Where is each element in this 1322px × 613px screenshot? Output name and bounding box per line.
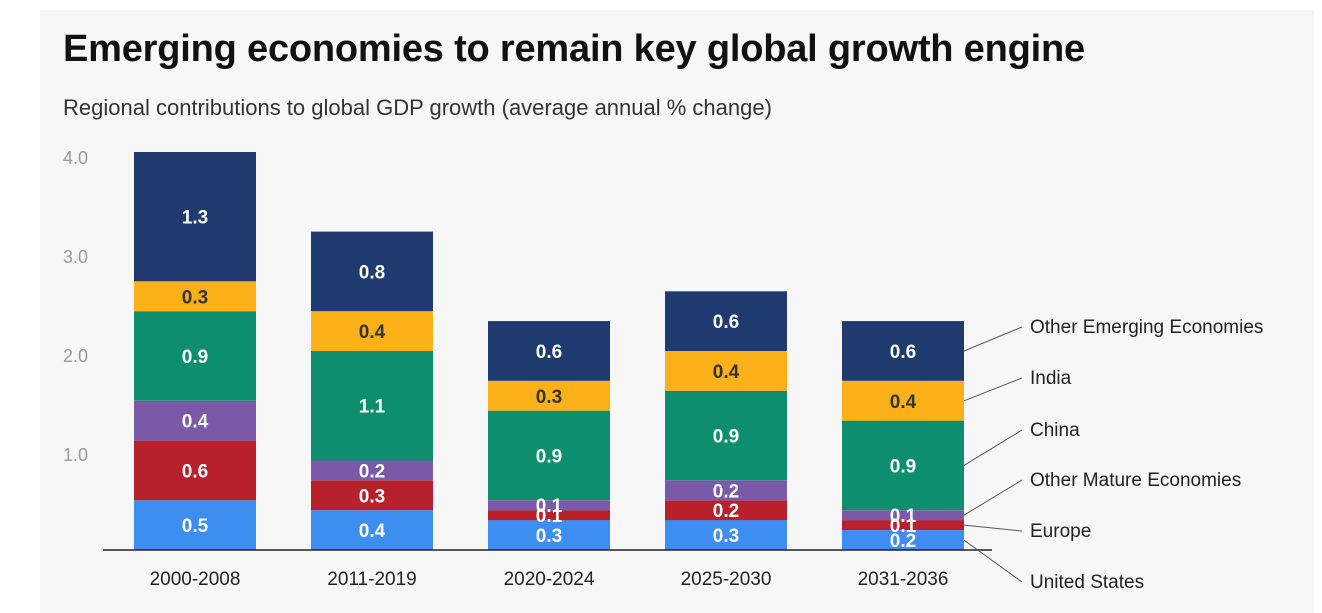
legend-label-united-states: United States <box>1030 572 1144 593</box>
data-label-europe: 0.1 <box>536 506 563 527</box>
bar-segment-europe <box>488 510 610 521</box>
data-label-other-emerging-economies: 0.6 <box>713 312 739 333</box>
data-label-europe: 0.6 <box>182 461 208 482</box>
bar-segment-other-mature-economies <box>665 480 787 501</box>
legend-leader-line <box>963 429 1023 466</box>
data-label-other-emerging-economies: 0.8 <box>359 262 385 283</box>
x-tick-label: 2020-2024 <box>504 569 595 590</box>
bar-segment-other-mature-economies <box>134 400 256 441</box>
data-label-other-emerging-economies: 0.6 <box>536 342 562 363</box>
bar-segment-united-states <box>134 500 256 551</box>
data-label-china: 0.9 <box>890 456 916 477</box>
data-label-china: 1.1 <box>359 397 386 418</box>
data-label-europe: 0.2 <box>713 501 739 522</box>
data-label-china: 0.9 <box>182 347 208 368</box>
data-label-united-states: 0.5 <box>182 516 209 537</box>
legend-leader-line <box>963 326 1023 352</box>
data-label-united-states: 0.2 <box>890 531 916 552</box>
chart-title: Emerging economies to remain key global … <box>63 28 1085 70</box>
bar-segment-other-emerging-economies <box>488 321 610 381</box>
data-label-other-emerging-economies: 1.3 <box>182 208 208 229</box>
data-label-united-states: 0.3 <box>713 526 739 547</box>
bar-segment-united-states <box>311 510 433 550</box>
bar-segment-other-mature-economies <box>488 500 610 511</box>
bar-segment-europe <box>842 520 964 531</box>
legend-label-india: India <box>1030 368 1072 389</box>
bar-segment-united-states <box>842 530 964 550</box>
y-tick-label: 3.0 <box>63 247 88 267</box>
data-label-china: 0.9 <box>536 447 562 468</box>
bar-segment-china <box>134 311 256 401</box>
bar-segment-other-emerging-economies <box>134 152 256 282</box>
legend-leader-line <box>963 377 1023 402</box>
bar-segment-china <box>311 351 433 461</box>
data-label-india: 0.3 <box>536 387 562 408</box>
bar-segment-india <box>665 351 787 391</box>
bar-segment-china <box>488 410 610 501</box>
legend-label-other-mature-economies: Other Mature Economies <box>1030 470 1241 491</box>
data-label-china: 0.9 <box>713 427 739 448</box>
data-label-india: 0.4 <box>359 322 386 343</box>
bar-segment-united-states <box>665 520 787 550</box>
data-label-india: 0.4 <box>713 362 740 383</box>
data-label-united-states: 0.3 <box>536 526 562 547</box>
bar-segment-china <box>665 390 787 481</box>
bar-segment-other-mature-economies <box>842 510 964 521</box>
data-label-united-states: 0.4 <box>359 521 386 542</box>
bar-segment-india <box>842 380 964 421</box>
bar-segment-other-emerging-economies <box>311 231 433 312</box>
bar-segment-other-mature-economies <box>311 460 433 481</box>
bar-segment-india <box>488 380 610 411</box>
bar-segment-europe <box>665 500 787 521</box>
bar-segment-europe <box>311 480 433 511</box>
x-tick-label: 2000-2008 <box>150 569 241 590</box>
data-label-india: 0.3 <box>182 287 208 308</box>
legend-label-other-emerging-economies: Other Emerging Economies <box>1030 317 1263 338</box>
legend-leader-line <box>963 539 1023 583</box>
x-tick-label: 2011-2019 <box>327 569 416 590</box>
data-label-europe: 0.1 <box>890 516 917 537</box>
data-label-other-mature-economies: 0.2 <box>359 461 385 482</box>
legend-leader-line <box>963 479 1023 516</box>
y-tick-label: 1.0 <box>63 445 88 465</box>
bar-segment-other-emerging-economies <box>842 321 964 381</box>
data-label-other-mature-economies: 0.2 <box>713 481 739 502</box>
data-label-other-mature-economies: 0.1 <box>536 496 563 517</box>
data-label-india: 0.4 <box>890 392 917 413</box>
bar-segment-india <box>311 311 433 351</box>
legend-leader-line <box>963 524 1023 532</box>
bar-segment-europe <box>134 440 256 501</box>
legend-label-china: China <box>1030 420 1080 441</box>
x-tick-label: 2031-2036 <box>858 569 949 590</box>
chart-subtitle: Regional contributions to global GDP gro… <box>63 95 772 120</box>
bar-segment-india <box>134 281 256 312</box>
x-tick-label: 2025-2030 <box>681 569 772 590</box>
data-label-other-mature-economies: 0.1 <box>890 506 917 527</box>
bar-segment-other-emerging-economies <box>665 291 787 351</box>
data-label-other-emerging-economies: 0.6 <box>890 342 916 363</box>
legend-label-europe: Europe <box>1030 521 1091 542</box>
data-label-other-mature-economies: 0.4 <box>182 412 209 433</box>
bar-segment-china <box>842 420 964 511</box>
data-label-europe: 0.3 <box>359 486 385 507</box>
y-tick-label: 2.0 <box>63 346 88 366</box>
bar-segment-united-states <box>488 520 610 550</box>
y-tick-label: 4.0 <box>63 148 88 168</box>
